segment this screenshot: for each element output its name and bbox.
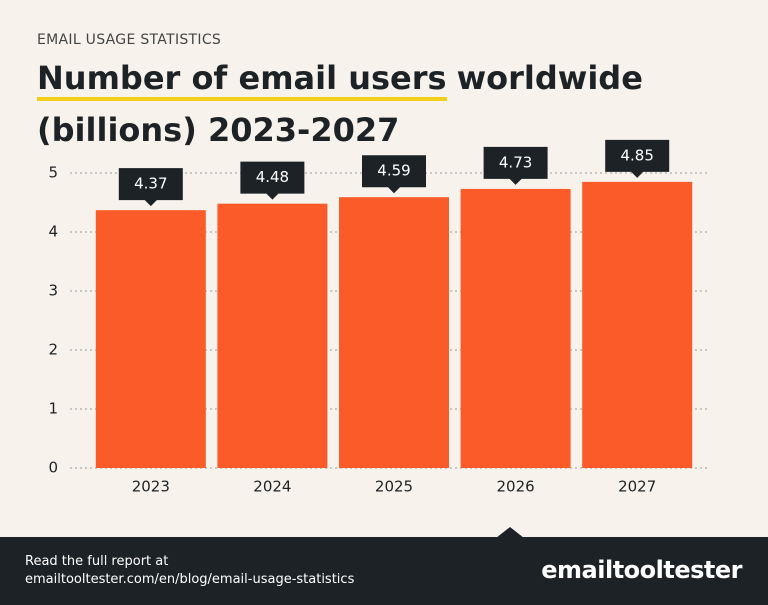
footer-notch [496,527,524,538]
value-label: 4.37 [134,175,167,193]
bar [339,197,449,468]
x-tick-label: 2026 [497,478,535,496]
x-tick-label: 2027 [618,478,656,496]
bar [217,203,328,468]
kicker: EMAIL USAGE STATISTICS [37,32,222,48]
footer-url[interactable]: emailtooltester.com/en/blog/email-usage-… [25,572,355,587]
value-label-box [240,161,305,200]
title-rest: worldwide (billions) 2023-2027 [37,59,643,149]
value-label-box [362,155,426,194]
footer-line: Read the full report at [25,554,169,569]
x-tick-label: 2023 [132,478,170,496]
bar [460,188,571,468]
title-highlight: Number of email users [37,59,447,101]
chart-title: Number of email users worldwide (billions… [37,52,737,156]
x-tick-label: 2025 [375,478,413,496]
y-tick-label: 1 [48,400,58,418]
y-tick-label: 3 [48,282,58,300]
value-label: 4.73 [499,153,532,171]
x-tick-label: 2024 [253,478,291,496]
footer [0,537,768,605]
value-label: 4.59 [377,162,410,180]
chart: 0 1 2 3 4 5 2023 4.37 2024 4.48 2025 4.59 2026 4.73 20… [48,139,710,496]
y-tick-label: 2 [48,341,58,359]
footer-text: Read the full report at emailtooltester.c… [25,553,354,589]
y-tick-label: 0 [48,459,58,477]
value-label: 4.85 [620,146,653,164]
value-label-box [605,139,670,178]
value-label-box [483,146,548,185]
y-tick-label: 4 [48,223,58,241]
y-tick-label: 5 [48,164,58,182]
bar [95,210,206,469]
value-label: 4.48 [256,168,289,186]
value-label-box [118,168,183,207]
bar [582,181,693,468]
logo[interactable]: emailtooltester [541,556,742,584]
